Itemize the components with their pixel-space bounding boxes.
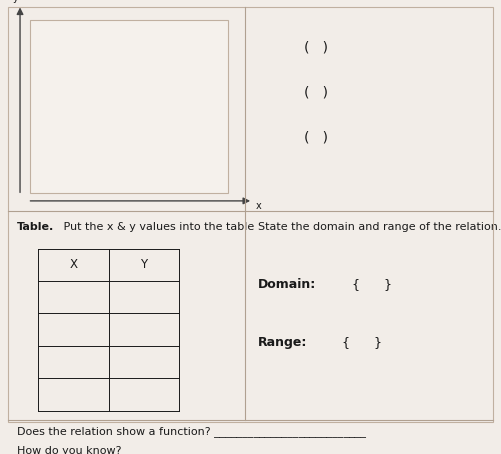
Text: {      }: { } (342, 336, 382, 350)
Text: Domain:: Domain: (258, 278, 317, 291)
Text: (   ): ( ) (304, 41, 328, 54)
Point (113, 94, 121, 102)
Point (52, 108, 60, 115)
Text: Does the relation show a function? ___________________________: Does the relation show a function? _____… (17, 426, 366, 437)
Text: Put the x & y values into the table: Put the x & y values into the table (60, 222, 254, 232)
Text: State the domain and range of the relation.: State the domain and range of the relati… (258, 222, 501, 232)
Point (161, 146, 169, 153)
Text: (   ): ( ) (304, 131, 328, 144)
Point (70, 48, 78, 55)
Text: (   ): ( ) (304, 86, 328, 99)
Text: How do you know?: How do you know? (17, 446, 122, 454)
Text: X: X (70, 258, 78, 271)
Text: y: y (13, 0, 19, 3)
Text: Table.: Table. (17, 222, 54, 232)
Text: Y: Y (140, 258, 147, 271)
Text: Range:: Range: (258, 336, 308, 350)
Text: x: x (255, 201, 261, 211)
Text: {      }: { } (352, 278, 392, 291)
